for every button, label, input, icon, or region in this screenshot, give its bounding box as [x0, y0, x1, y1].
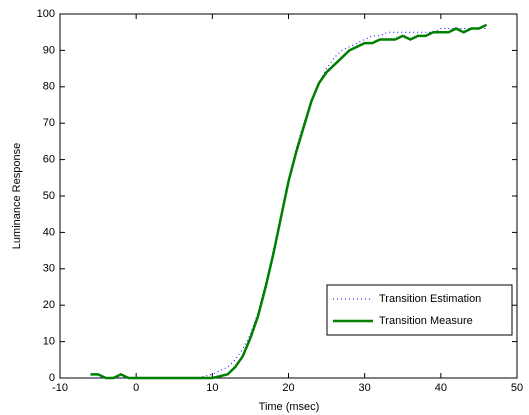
y-tick-label: 60	[43, 154, 55, 166]
y-tick-label: 30	[43, 263, 55, 275]
x-tick-label: 40	[435, 382, 447, 394]
y-tick-label: 10	[43, 336, 55, 348]
y-tick-label: 70	[43, 117, 55, 129]
x-tick-label: 10	[206, 382, 218, 394]
y-tick-label: 50	[43, 190, 55, 202]
y-tick-label: 0	[49, 372, 55, 384]
x-tick-label: 0	[133, 382, 139, 394]
x-tick-label: -10	[52, 382, 68, 394]
legend-box	[326, 284, 513, 336]
y-tick-label: 80	[43, 81, 55, 93]
x-tick-label: 50	[511, 382, 523, 394]
y-tick-label: 90	[43, 44, 55, 56]
y-tick-label: 40	[43, 226, 55, 238]
x-axis-label: Time (msec)	[259, 401, 320, 413]
y-tick-label: 20	[43, 299, 55, 311]
y-tick-label: 100	[37, 8, 55, 20]
legend-label: Transition Estimation	[379, 293, 481, 305]
data-line	[90, 23, 488, 380]
y-axis-label: Luminance Response	[11, 143, 23, 249]
x-tick-label: 30	[359, 382, 371, 394]
legend-label: Transition Measure	[379, 315, 473, 327]
x-tick-label: 20	[282, 382, 294, 394]
